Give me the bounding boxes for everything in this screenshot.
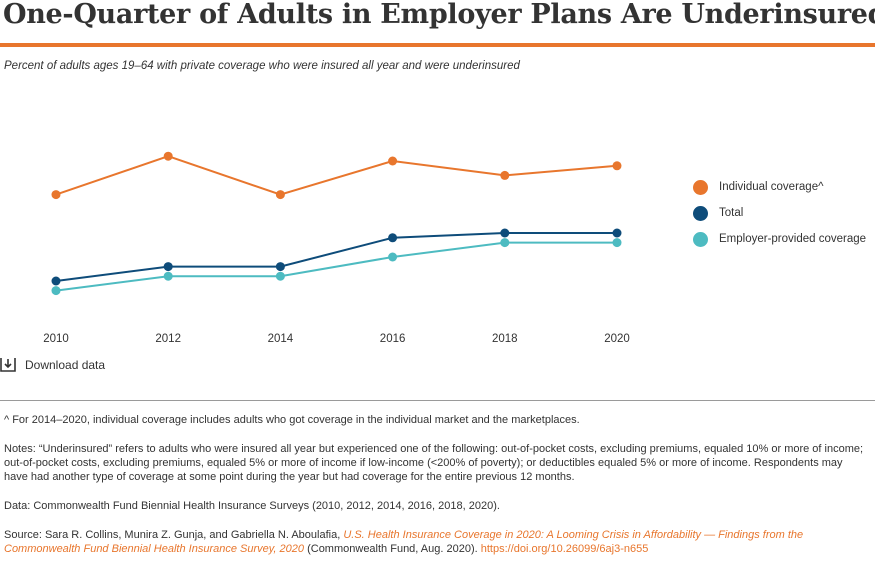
data-point-individual-coverage-2016[interactable]	[388, 156, 398, 166]
source-prefix: Source: Sara R. Collins, Munira Z. Gunja…	[4, 529, 344, 541]
data-point-employer-provided-coverage-2018[interactable]	[500, 238, 510, 248]
data-point-individual-coverage-2012[interactable]	[163, 151, 173, 161]
data-point-total-2010[interactable]	[51, 276, 61, 286]
data-point-employer-provided-coverage-2010[interactable]	[51, 286, 61, 296]
footnote-caret: ^ For 2014–2020, individual coverage inc…	[4, 414, 580, 426]
legend-dot-employer	[693, 231, 708, 247]
data-point-individual-coverage-2010[interactable]	[51, 190, 61, 200]
x-tick-label: 2018	[492, 333, 518, 345]
footnote-source: Source: Sara R. Collins, Munira Z. Gunja…	[4, 528, 864, 556]
data-point-employer-provided-coverage-2016[interactable]	[388, 252, 398, 262]
download-icon	[0, 358, 16, 372]
x-tick-label: 2012	[155, 333, 181, 345]
data-point-total-2018[interactable]	[500, 228, 510, 238]
data-point-employer-provided-coverage-2020[interactable]	[612, 238, 622, 248]
series-line-employer-provided-coverage	[55, 241, 617, 292]
x-tick-label: 2016	[380, 333, 406, 345]
source-report-link[interactable]: U.S. Health Insurance Coverage in 2020: …	[4, 529, 804, 555]
legend-item-total: Total	[693, 200, 866, 226]
series-line-individual-coverage	[55, 155, 618, 196]
x-tick-label: 2020	[604, 333, 630, 345]
legend-dot-total	[693, 205, 708, 221]
data-point-individual-coverage-2014[interactable]	[275, 190, 285, 200]
chart-legend: Individual coverage^ Total Employer-prov…	[693, 174, 866, 252]
source-suffix: (Commonwealth Fund, Aug. 2020).	[304, 543, 481, 555]
footnote-data: Data: Commonwealth Fund Biennial Health …	[4, 500, 500, 512]
data-point-individual-coverage-2018[interactable]	[500, 170, 510, 180]
footer-divider	[0, 400, 875, 401]
data-point-total-2014[interactable]	[275, 262, 285, 272]
legend-dot-individual	[693, 179, 708, 195]
data-point-employer-provided-coverage-2012[interactable]	[163, 271, 173, 281]
data-point-total-2012[interactable]	[163, 262, 173, 272]
legend-label-individual: Individual coverage^	[719, 181, 824, 193]
title-rule	[0, 43, 875, 47]
data-point-employer-provided-coverage-2014[interactable]	[275, 271, 285, 281]
x-tick-label: 2010	[43, 333, 69, 345]
footnote-notes: Notes: “Underinsured” refers to adults w…	[4, 443, 864, 483]
series-line-total	[55, 232, 617, 282]
line-chart: 2010 2012 2014 2016 2018 2020	[43, 151, 630, 345]
data-point-total-2016[interactable]	[388, 233, 398, 243]
data-point-individual-coverage-2020[interactable]	[612, 161, 622, 171]
legend-label-total: Total	[719, 207, 744, 219]
data-point-total-2020[interactable]	[612, 228, 622, 238]
chart-title: One-Quarter of Adults in Employer Plans …	[3, 0, 875, 30]
legend-item-individual: Individual coverage^	[693, 174, 866, 200]
download-data-label: Download data	[25, 357, 106, 372]
x-tick-label: 2014	[268, 333, 294, 345]
legend-label-employer: Employer-provided coverage	[719, 233, 867, 245]
chart-subtitle: Percent of adults ages 19–64 with privat…	[4, 60, 520, 72]
download-data-button[interactable]: Download data	[0, 356, 105, 373]
source-doi-link[interactable]: https://doi.org/10.26099/6aj3-n655	[480, 543, 649, 555]
legend-item-employer: Employer-provided coverage	[693, 226, 866, 252]
